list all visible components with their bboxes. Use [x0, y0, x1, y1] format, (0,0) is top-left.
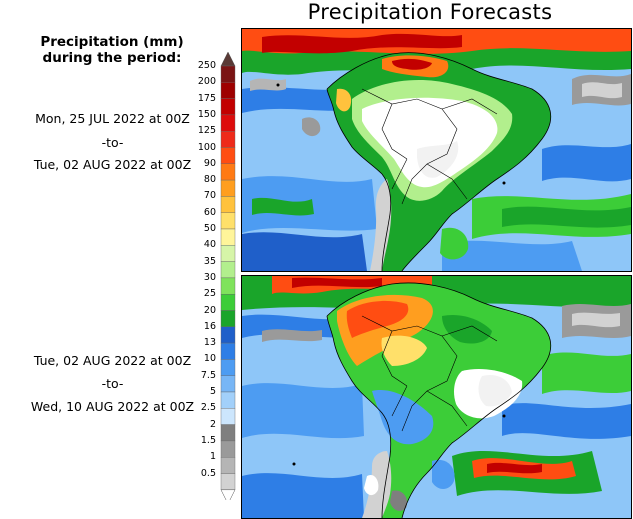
color-scale-bar [220, 52, 236, 500]
scale-label: 0.5 [200, 467, 216, 479]
period-2-end: Wed, 10 AUG 2022 at 00Z [30, 399, 195, 414]
scale-bin [220, 228, 236, 246]
scale-bin [220, 65, 236, 83]
scale-bin [220, 261, 236, 279]
scale-bin [220, 212, 236, 230]
scale-bin [220, 391, 236, 409]
period-2-sep: -to- [101, 376, 124, 391]
scale-label: 1.5 [200, 434, 216, 446]
legend-title-line1: Precipitation (mm) [40, 34, 184, 50]
scale-bin [220, 82, 236, 99]
scale-bin [220, 163, 236, 181]
scale-label: 30 [203, 271, 216, 283]
period-1-end: Tue, 02 AUG 2022 at 00Z [33, 157, 192, 172]
period-2-map [241, 275, 632, 519]
scale-label: 7.5 [200, 369, 216, 381]
scale-label: 2 [209, 418, 216, 430]
scale-label: 80 [203, 174, 216, 186]
scale-label: 35 [203, 255, 216, 267]
scale-bin [220, 457, 236, 474]
scale-bin [220, 98, 236, 116]
scale-label: 100 [197, 141, 216, 153]
scale-label: 13 [203, 337, 216, 349]
scale-label: 16 [203, 320, 216, 332]
scale-label: 40 [203, 239, 216, 251]
legend-title: Precipitation (mm) during the period: [12, 34, 212, 66]
scale-bin [220, 424, 236, 442]
scale-bin [220, 326, 236, 344]
scale-bin [220, 114, 236, 132]
scale-label: 175 [197, 92, 216, 104]
scale-label: 10 [203, 353, 216, 365]
scale-label: 20 [203, 304, 216, 316]
scale-bin [220, 310, 236, 327]
scale-label: 250 [197, 60, 216, 71]
scale-bin [220, 375, 236, 393]
scale-arrow-top [220, 52, 236, 67]
scale-label: 150 [197, 108, 216, 120]
period-2-start: Tue, 02 AUG 2022 at 00Z [33, 353, 192, 368]
scale-bin [220, 473, 236, 490]
scale-bin [220, 277, 236, 295]
scale-label: 2.5 [200, 402, 216, 414]
scale-label: 70 [203, 190, 216, 202]
period-1-map [241, 28, 632, 272]
scale-label: 5 [209, 386, 216, 397]
scale-label: 25 [203, 288, 216, 300]
scale-arrow-bottom [220, 489, 236, 500]
scale-label: 50 [203, 223, 216, 234]
scale-label: 200 [197, 76, 216, 88]
scale-bin [220, 359, 236, 376]
legend-title-line2: during the period: [42, 50, 182, 66]
scale-bin [220, 245, 236, 262]
scale-bin [220, 408, 236, 425]
scale-bin [220, 130, 236, 148]
page-title: Precipitation Forecasts [307, 0, 553, 24]
period-1-sep: -to- [101, 135, 124, 150]
scale-label: 125 [197, 125, 216, 137]
scale-bin [220, 440, 236, 458]
scale-bin [220, 293, 236, 311]
scale-label: 1 [209, 451, 216, 463]
period-1-start: Mon, 25 JUL 2022 at 00Z [35, 111, 190, 126]
scale-label: 60 [203, 206, 216, 218]
scale-bin [220, 147, 236, 164]
scale-bin [220, 196, 236, 213]
scale-bin [220, 179, 236, 197]
scale-bin [220, 342, 236, 360]
scale-label: 90 [203, 157, 216, 169]
